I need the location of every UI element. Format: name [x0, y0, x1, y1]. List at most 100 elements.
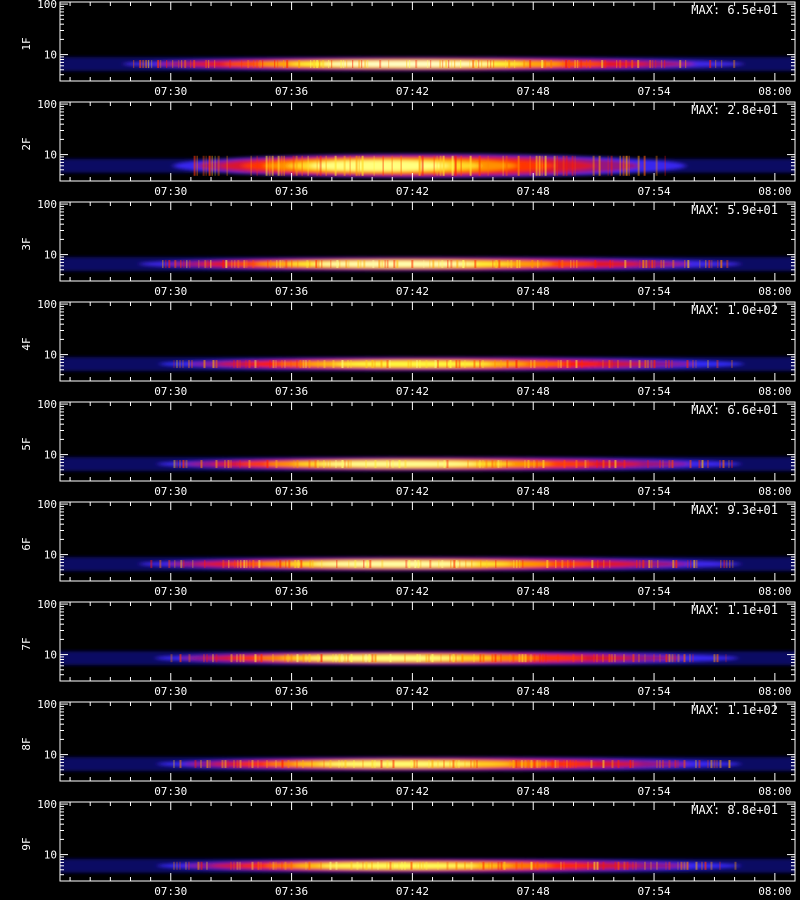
band-streak	[683, 760, 686, 769]
band-streak	[259, 60, 262, 69]
band-streak	[731, 360, 733, 369]
band-streak	[166, 60, 168, 69]
band-streak	[275, 460, 278, 469]
intensity-band	[60, 757, 795, 772]
band-streak	[521, 654, 524, 663]
band-streak	[437, 760, 439, 769]
band-streak	[659, 460, 661, 469]
band-streak	[296, 760, 298, 769]
band-streak	[297, 560, 300, 569]
band-streak	[538, 155, 541, 176]
spectrogram-panel: 10 100 5F MAX: 6.6e+01 07:30 07:36 07:42 07:48 0…	[20, 398, 796, 498]
band-streak	[698, 460, 701, 469]
band-streak	[576, 260, 578, 269]
band-streak	[215, 460, 218, 469]
band-streak	[465, 560, 467, 569]
band-streak	[637, 60, 640, 69]
band-streak	[309, 260, 311, 269]
band-streak	[365, 360, 368, 369]
band-streak	[334, 155, 337, 176]
band-streak	[446, 460, 449, 469]
band-streak	[438, 560, 440, 569]
band-streak	[248, 360, 251, 369]
band-streak	[200, 460, 203, 469]
band-streak	[280, 155, 283, 176]
x-tick-label: 07:54	[637, 85, 670, 98]
band-streak	[713, 760, 716, 769]
band-streak	[647, 460, 649, 469]
band-streak	[365, 654, 367, 663]
band-streak	[544, 60, 547, 69]
band-streak	[275, 760, 277, 769]
band-streak	[419, 861, 421, 870]
band-streak	[142, 60, 145, 69]
band-streak	[268, 155, 271, 176]
band-streak	[642, 560, 645, 569]
band-streak	[533, 654, 536, 663]
band-streak	[389, 654, 392, 663]
band-streak	[308, 654, 311, 663]
band-streak	[638, 654, 640, 663]
band-streak	[470, 760, 472, 769]
band-streak	[481, 60, 483, 69]
band-streak	[320, 861, 322, 870]
band-streak	[479, 360, 481, 369]
band-streak	[679, 60, 682, 69]
band-streak	[545, 760, 547, 769]
band-streak	[449, 760, 451, 769]
x-tick-label: 07:36	[275, 585, 308, 598]
band-streak	[308, 360, 311, 369]
band-streak	[344, 654, 346, 663]
band-streak	[574, 60, 577, 69]
band-streak	[684, 260, 686, 269]
band-streak	[309, 560, 312, 569]
band-streak	[571, 155, 574, 176]
band-streak	[410, 360, 412, 369]
band-streak	[179, 360, 181, 369]
band-streak	[277, 60, 279, 69]
band-streak	[485, 460, 488, 469]
band-streak	[719, 460, 721, 469]
band-streak	[503, 861, 506, 870]
y-tick-label: 10	[44, 849, 57, 862]
band-streak	[251, 861, 254, 870]
band-streak	[659, 760, 661, 769]
spectrogram-panel: 10 100 8F MAX: 1.1e+02 07:30 07:36 07:42 07:48 0…	[20, 698, 796, 798]
band-streak	[573, 260, 575, 269]
band-streak	[374, 654, 377, 663]
band-streak	[608, 360, 611, 369]
panel-label: 5F	[20, 437, 33, 450]
band-streak	[237, 260, 240, 269]
panel-label: 6F	[20, 537, 33, 550]
plot-frame	[59, 201, 796, 282]
band-streak	[350, 460, 352, 469]
band-streak	[593, 861, 596, 870]
band-streak	[396, 260, 399, 269]
band-streak	[555, 560, 557, 569]
band-streak	[437, 460, 439, 469]
band-streak	[467, 460, 469, 469]
y-tick-label: 100	[37, 598, 57, 611]
band-streak	[290, 861, 293, 870]
band-streak	[425, 654, 428, 663]
x-tick-label: 07:54	[637, 485, 670, 498]
band-streak	[518, 654, 521, 663]
band-streak	[500, 654, 502, 663]
band-streak	[505, 155, 508, 176]
band-streak	[596, 861, 599, 870]
band-streak	[387, 260, 389, 269]
x-tick-label: 07:54	[637, 585, 670, 598]
band-streak	[508, 60, 511, 69]
band-streak	[594, 260, 597, 269]
band-streak	[733, 60, 736, 69]
band-streak	[231, 260, 233, 269]
band-streak	[473, 760, 476, 769]
band-streak	[419, 360, 421, 369]
band-streak	[680, 861, 683, 870]
y-tick-label: 10	[44, 349, 57, 362]
band-streak	[173, 360, 175, 369]
band-streak	[598, 155, 601, 176]
band-streak	[491, 460, 494, 469]
band-streak	[361, 155, 364, 176]
max-label: MAX: 2.8e+01	[691, 103, 778, 117]
